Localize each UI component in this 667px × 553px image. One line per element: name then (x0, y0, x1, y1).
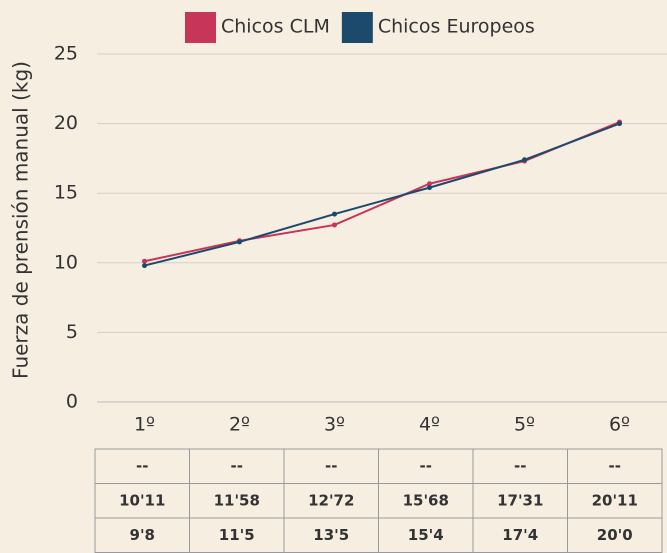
table-cell: 10'11 (119, 491, 165, 509)
x-tick-label: 4º (419, 414, 440, 436)
point (237, 239, 242, 245)
x-tick-label: 1º (134, 414, 155, 436)
y-tick-label: 25 (54, 43, 78, 65)
y-tick-label: 10 (54, 251, 78, 273)
y-tick-label: 20 (54, 112, 78, 134)
table-cell: -- (325, 457, 337, 475)
legend-swatch (185, 12, 216, 43)
table-cell: 13'5 (313, 526, 349, 544)
table-cell: 20'0 (597, 526, 633, 544)
table-cell: 9'8 (130, 526, 155, 544)
table-cell: 15'68 (403, 491, 449, 509)
table-cell: 11'5 (219, 526, 255, 544)
legend-label: Chicos Europeos (378, 16, 535, 38)
point (332, 222, 337, 228)
table-cell: -- (231, 457, 243, 475)
table-cell: 17'31 (497, 491, 543, 509)
point (522, 157, 527, 163)
table-cell: 12'72 (308, 491, 354, 509)
y-tick-label: 5 (66, 321, 78, 343)
x-tick-label: 5º (514, 414, 535, 436)
point (142, 263, 147, 269)
series-line (144, 122, 620, 267)
table-cell: -- (136, 457, 148, 475)
point (142, 258, 147, 264)
table-cell: -- (420, 457, 432, 475)
table-cell: -- (514, 457, 526, 475)
point (332, 211, 337, 217)
x-tick-label: 6º (609, 414, 630, 436)
y-tick-label: 15 (54, 182, 78, 204)
point (427, 185, 432, 191)
table-cell: -- (609, 457, 621, 475)
table-cell: 11'58 (214, 491, 260, 509)
table-cell: 15'4 (408, 526, 444, 544)
point (617, 121, 622, 127)
x-tick-label: 2º (229, 414, 250, 436)
table-cell: 17'4 (502, 526, 538, 544)
y-axis-title: Fuerza de prensión manual (kg) (9, 61, 33, 379)
x-tick-label: 3º (324, 414, 345, 436)
point (427, 181, 432, 187)
table-cell: 20'11 (592, 491, 638, 509)
legend-swatch (341, 12, 373, 43)
legend-label: Chicos CLM (221, 16, 330, 38)
y-tick-label: 0 (66, 391, 78, 413)
